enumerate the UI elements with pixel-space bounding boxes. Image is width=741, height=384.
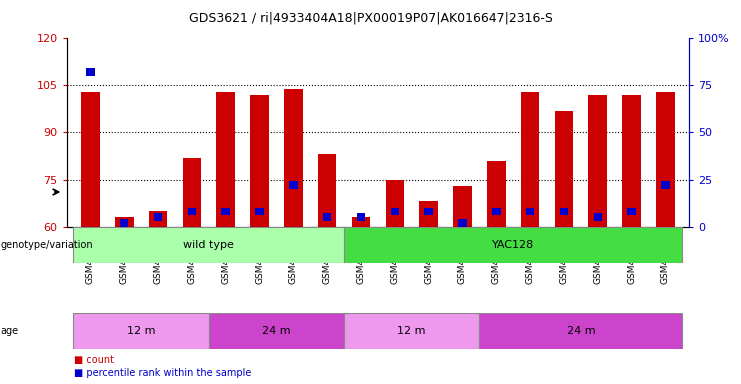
Text: 24 m: 24 m: [567, 326, 595, 336]
Text: genotype/variation: genotype/variation: [1, 240, 93, 250]
Bar: [86, 68, 95, 76]
Text: GDS3621 / ri|4933404A18|PX00019P07|AK016647|2316-S: GDS3621 / ri|4933404A18|PX00019P07|AK016…: [188, 12, 553, 25]
Bar: [661, 181, 670, 189]
Bar: [344, 313, 479, 349]
Bar: [419, 202, 438, 227]
Text: 12 m: 12 m: [397, 326, 426, 336]
Bar: [222, 208, 230, 215]
Bar: [284, 89, 302, 227]
Bar: [526, 208, 534, 215]
Text: YAC128: YAC128: [492, 240, 534, 250]
Bar: [149, 211, 167, 227]
Bar: [588, 95, 607, 227]
Bar: [250, 95, 269, 227]
Text: wild type: wild type: [183, 240, 234, 250]
Bar: [391, 208, 399, 215]
Bar: [256, 208, 264, 215]
Bar: [479, 313, 682, 349]
Bar: [216, 92, 235, 227]
Bar: [318, 154, 336, 227]
Text: ■ count: ■ count: [74, 355, 114, 365]
Bar: [492, 208, 500, 215]
Bar: [594, 213, 602, 221]
Bar: [521, 92, 539, 227]
Bar: [656, 92, 675, 227]
Bar: [73, 313, 209, 349]
Text: ■ percentile rank within the sample: ■ percentile rank within the sample: [74, 368, 251, 378]
Bar: [187, 208, 196, 215]
Bar: [73, 227, 344, 263]
Bar: [81, 92, 100, 227]
Bar: [323, 213, 331, 221]
Bar: [555, 111, 574, 227]
Bar: [487, 161, 505, 227]
Bar: [289, 181, 298, 189]
Bar: [559, 208, 568, 215]
Text: 12 m: 12 m: [127, 326, 156, 336]
Text: 24 m: 24 m: [262, 326, 290, 336]
Bar: [344, 227, 682, 263]
Bar: [352, 217, 370, 227]
Text: age: age: [1, 326, 19, 336]
Bar: [425, 208, 433, 215]
Bar: [453, 186, 472, 227]
Bar: [154, 213, 162, 221]
Bar: [458, 219, 467, 227]
Bar: [115, 217, 133, 227]
Bar: [209, 313, 344, 349]
Bar: [120, 219, 128, 227]
Bar: [628, 208, 636, 215]
Bar: [622, 95, 641, 227]
Bar: [356, 213, 365, 221]
Bar: [385, 180, 404, 227]
Bar: [182, 157, 201, 227]
